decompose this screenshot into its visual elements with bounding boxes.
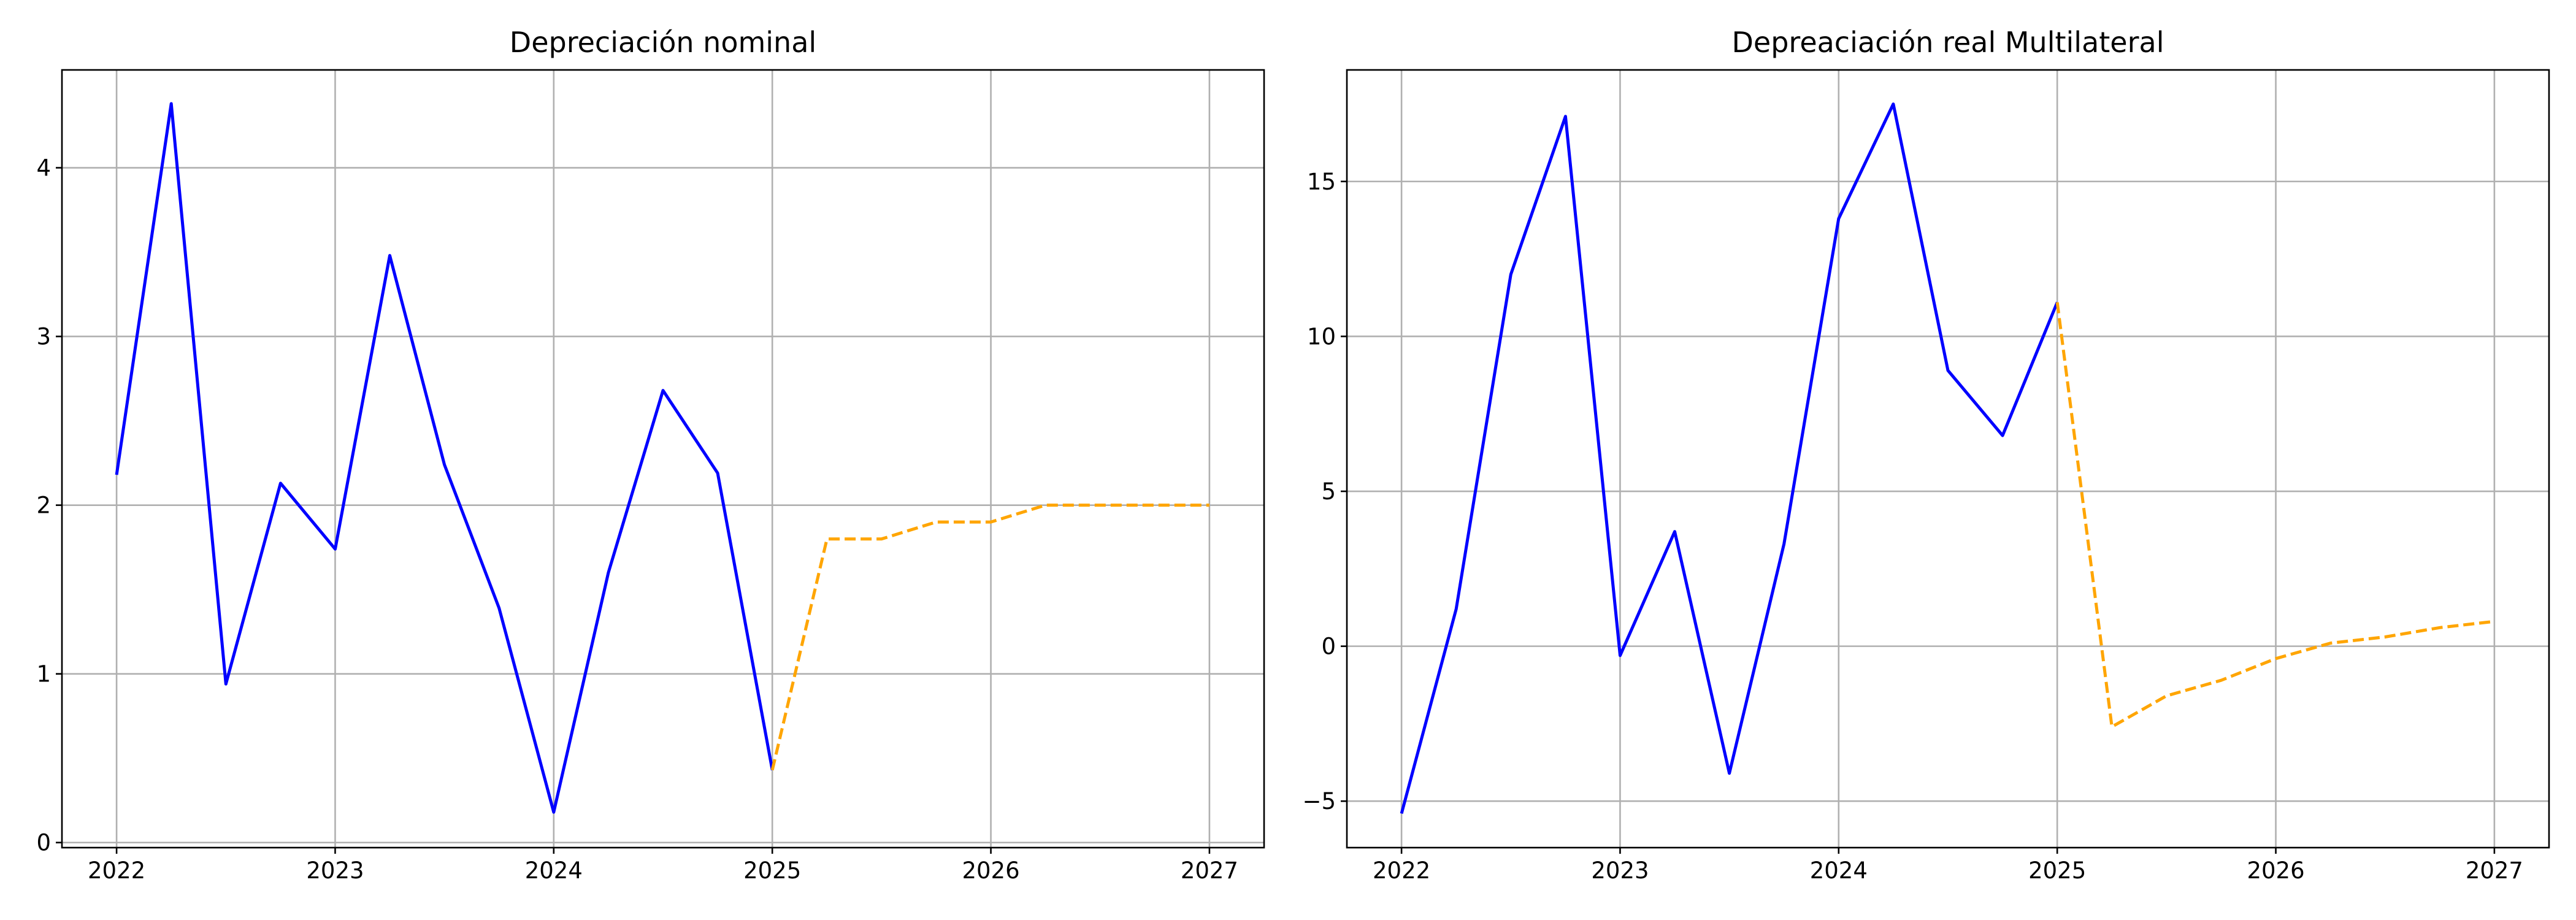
plot-area [1346,69,2550,849]
observed-series-line [115,102,774,814]
ticks: 2022 2023 2024 2025 2026 2027 0 1 2 3 4 [36,155,1238,884]
observed-series-line [1400,102,2059,815]
x-tick-label: 2027 [1181,857,1238,884]
x-tick-label: 2024 [525,857,583,884]
x-tick-label: 2025 [743,857,801,884]
x-tick-label: 2026 [962,857,1019,884]
y-tick-label: 0 [1321,634,1336,660]
y-tick-label: 3 [36,324,51,350]
forecast-series-line [2055,302,2495,729]
chart-nominal-depreciation: Depreciación nominal 2022 2023 2024 2025 202… [36,26,1265,884]
y-tick-label: 15 [1307,169,1336,195]
x-tick-label: 2022 [1373,857,1430,884]
y-tick-label: 5 [1321,478,1336,505]
y-tick-label: 4 [36,155,51,182]
x-tick-label: 2025 [2028,857,2086,884]
y-tick-label: 1 [36,661,51,688]
chart-title: Depreaciación real Multilateral [1732,26,2164,59]
series-group [1400,102,2495,815]
x-tick-label: 2023 [306,857,364,884]
grid [62,70,1264,848]
chart-title: Depreciación nominal [510,26,816,59]
y-tick-label: 10 [1307,323,1336,350]
y-tick-label: 2 [36,493,51,519]
grid [1347,70,2549,848]
chart-real-multilateral-depreciation: Depreaciación real Multilateral 2022 2023… [1302,26,2550,884]
x-tick-label: 2022 [88,857,145,884]
x-tick-label: 2027 [2466,857,2523,884]
x-tick-label: 2026 [2247,857,2304,884]
forecast-series-line [770,504,1209,771]
x-tick-label: 2023 [1591,857,1649,884]
series-group [115,102,1209,814]
ticks: 2022 2023 2024 2025 2026 2027 −5 0 5 10 15 [1302,169,2523,884]
y-tick-label: 0 [36,830,51,856]
x-tick-label: 2024 [1810,857,1868,884]
plot-area [61,69,1265,849]
y-tick-label: −5 [1302,788,1336,815]
